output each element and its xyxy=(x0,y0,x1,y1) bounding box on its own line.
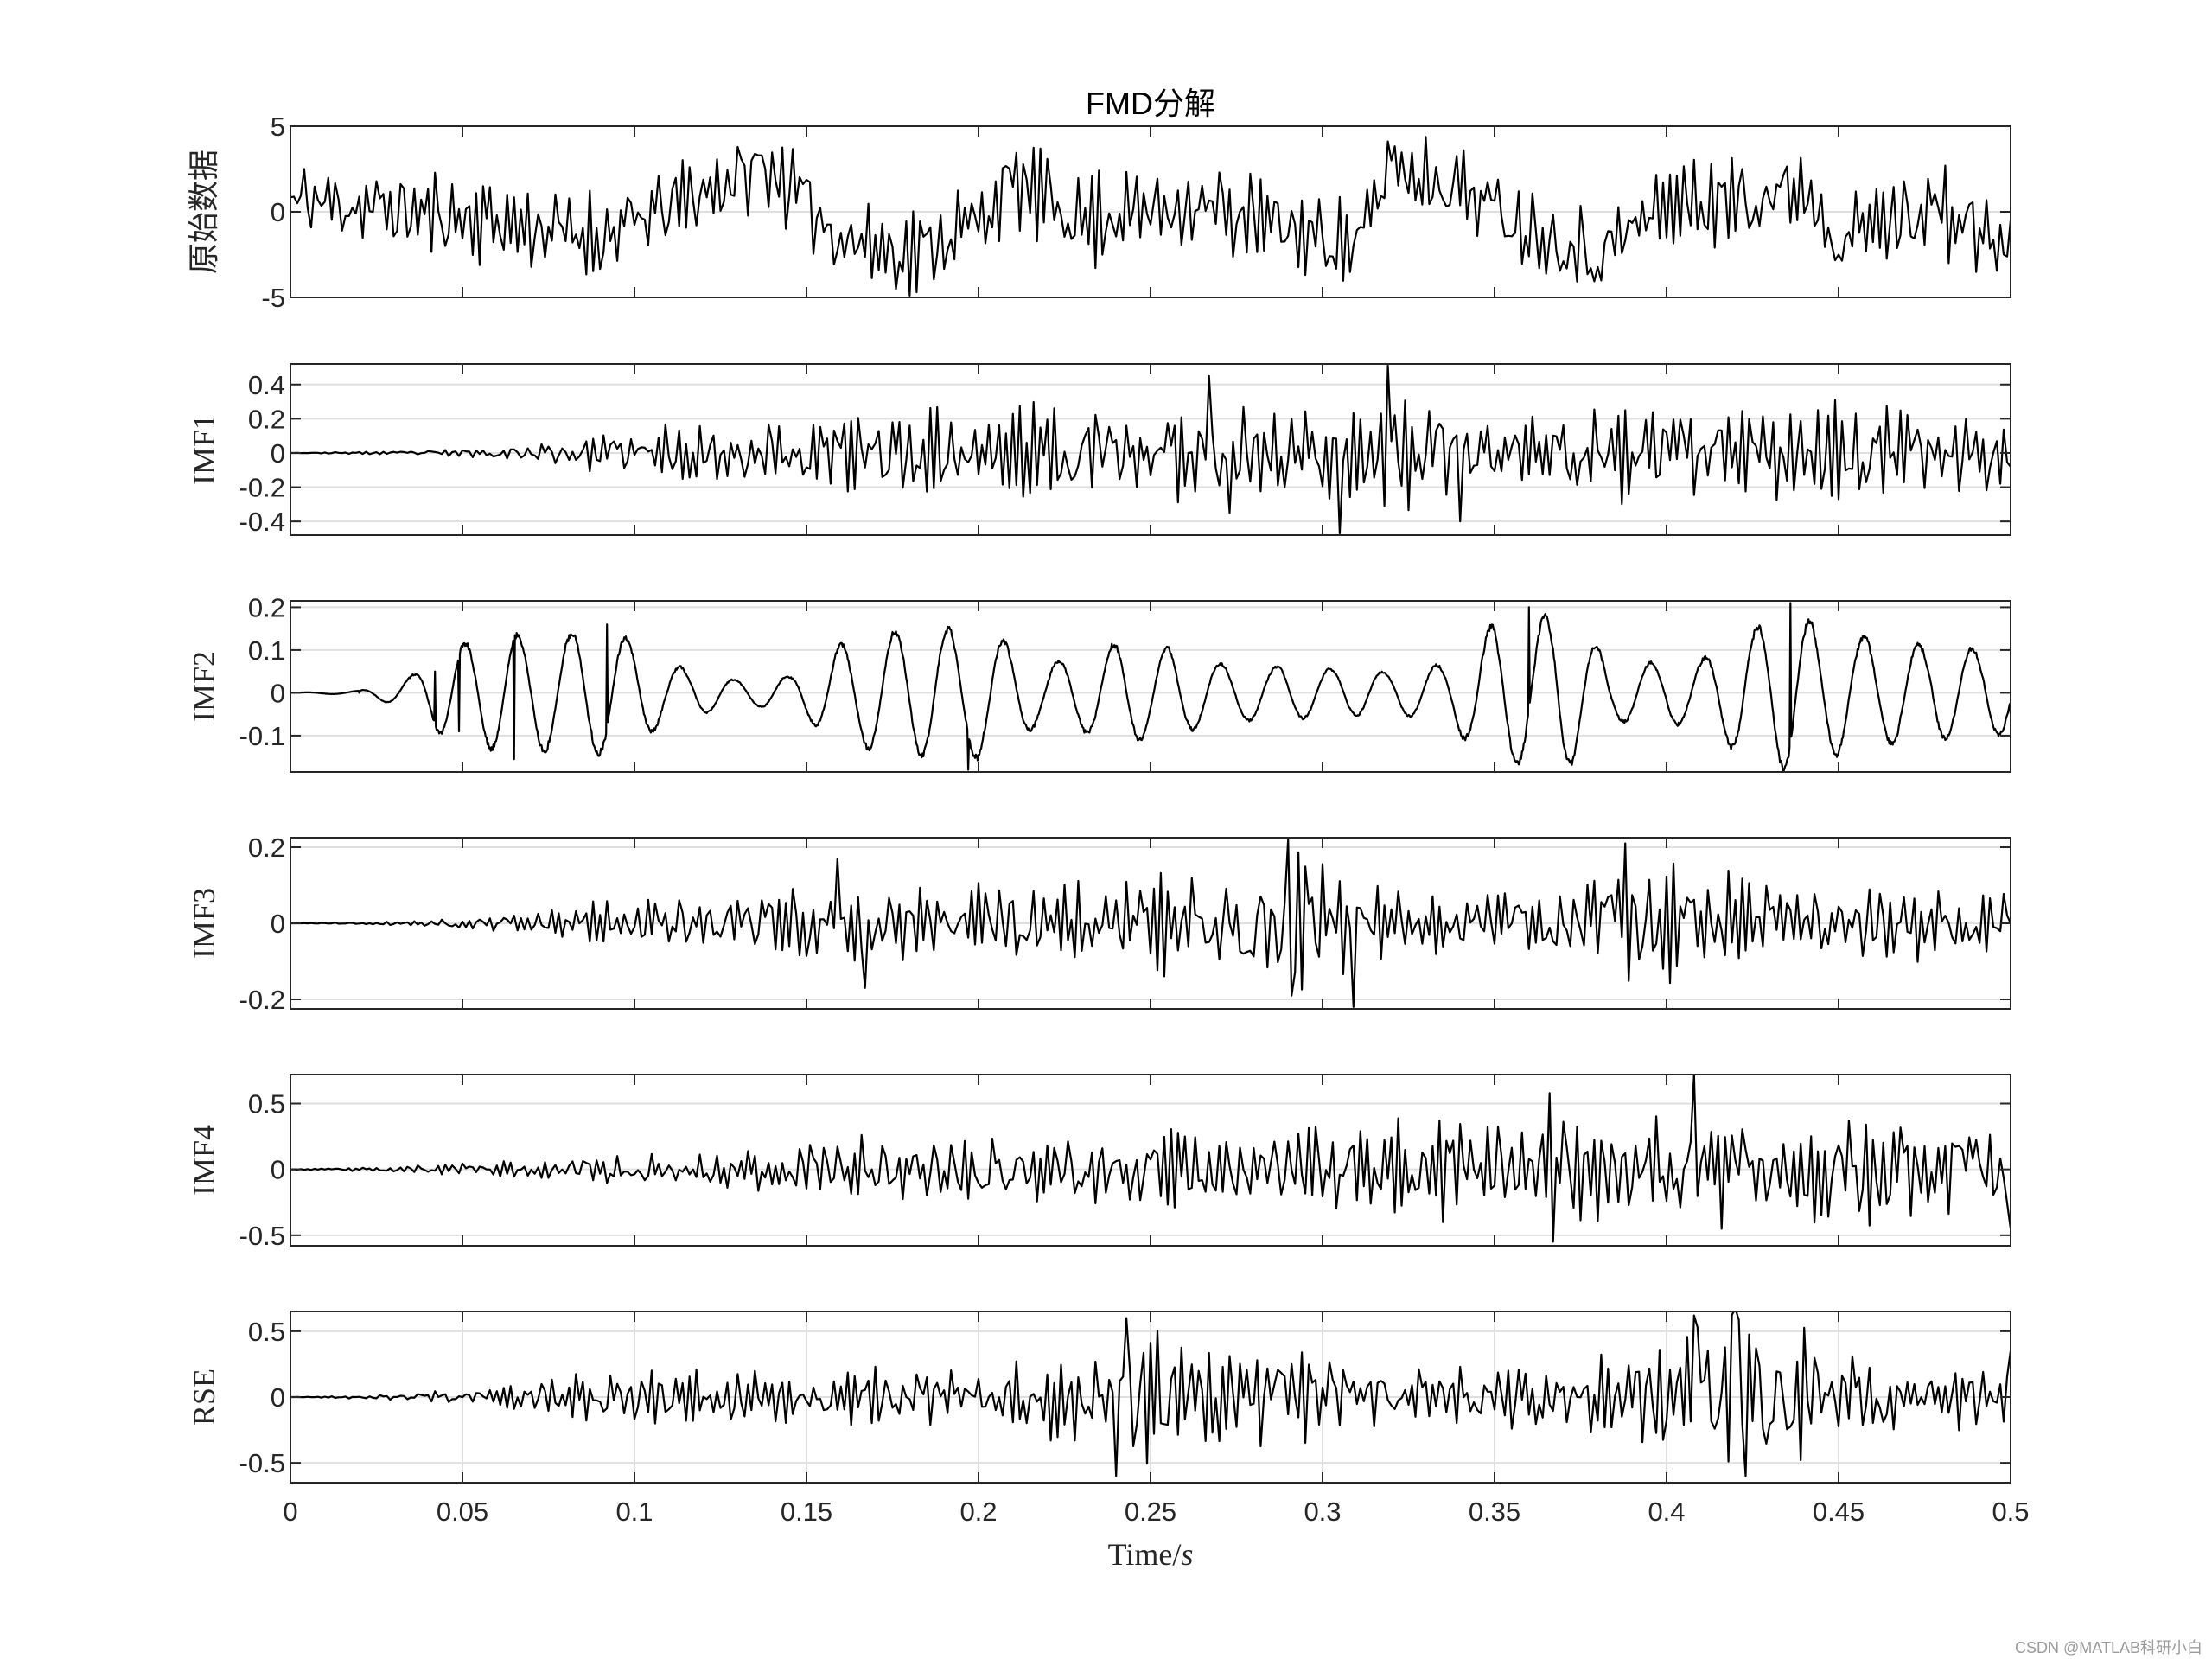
x-axis-label-text: Time/ xyxy=(1108,1537,1182,1572)
y-tick-label: 0.5 xyxy=(248,1317,285,1347)
y-tick-label: 0 xyxy=(271,678,285,708)
x-axis-label-unit: s xyxy=(1181,1537,1193,1572)
subplot-imf2: 0.2 0.1 0 -0.1 IMF2 xyxy=(187,592,2011,773)
y-axis-label: IMF1 xyxy=(187,414,221,485)
x-tick-label: 0.1 xyxy=(615,1496,653,1527)
subplot-原始数据: 5 0 -5 原始数据 xyxy=(187,112,2011,313)
x-tick-label: 0 xyxy=(283,1496,297,1527)
y-tick-label: 0.2 xyxy=(248,404,285,434)
y-axis-label: IMF3 xyxy=(187,888,221,959)
subplot-rse: 0.5 0 -0.5 0 0.05 0.1 0.15 0.2 0.25 0.3 0.35 0.4 0.4… xyxy=(187,1311,2030,1527)
x-tick-label: 0.15 xyxy=(781,1496,832,1527)
x-tick-label: 0.4 xyxy=(1648,1496,1685,1527)
x-tick-label: 0.3 xyxy=(1304,1496,1341,1527)
series-line-imf3 xyxy=(290,839,2011,1008)
x-tick-label: 0.05 xyxy=(437,1496,488,1527)
x-tick-label: 0.35 xyxy=(1469,1496,1520,1527)
y-axis-label: IMF2 xyxy=(187,651,221,722)
y-tick-label: -0.1 xyxy=(239,721,285,751)
y-tick-label: 0.2 xyxy=(248,833,285,863)
series-line-rse xyxy=(290,1311,2011,1477)
y-tick-label: 5 xyxy=(271,112,285,142)
x-tick-label: 0.45 xyxy=(1813,1496,1865,1527)
y-axis-label: IMF4 xyxy=(187,1125,221,1196)
y-tick-label: -0.5 xyxy=(239,1221,285,1251)
y-axis-label: 原始数据 xyxy=(187,150,221,274)
x-tick-label: 0.25 xyxy=(1125,1496,1176,1527)
y-tick-label: -5 xyxy=(261,283,285,313)
series-line-imf1 xyxy=(290,364,2011,535)
y-tick-label: 0 xyxy=(271,909,285,939)
series-line-imf4 xyxy=(290,1075,2011,1243)
figure-title: FMD分解 xyxy=(1086,86,1215,121)
y-tick-label: 0 xyxy=(271,1155,285,1185)
watermark: CSDN @MATLAB科研小白 xyxy=(2015,1639,2202,1656)
y-tick-label: 0.1 xyxy=(248,635,285,666)
subplot-imf4: 0.5 0 -0.5 IMF4 xyxy=(187,1074,2011,1251)
x-axis-label: Time/s xyxy=(1108,1537,1194,1572)
y-tick-label: 0 xyxy=(271,438,285,469)
y-tick-label: -0.4 xyxy=(239,507,285,537)
subplot-panels: 5 0 -5 原始数据 0.4 0.2 0 -0.2 -0.4 IMF1 0.2 0.1 0 -0.1 IM… xyxy=(187,112,2030,1527)
series-line-原始数据 xyxy=(290,136,2011,297)
subplot-imf1: 0.4 0.2 0 -0.2 -0.4 IMF1 xyxy=(187,363,2011,537)
x-tick-label: 0.2 xyxy=(959,1496,997,1527)
y-tick-label: -0.5 xyxy=(239,1448,285,1478)
y-tick-label: 0.2 xyxy=(248,592,285,622)
y-tick-label: 0 xyxy=(271,197,285,227)
y-tick-label: -0.2 xyxy=(239,985,285,1015)
y-tick-label: 0 xyxy=(271,1382,285,1413)
y-tick-label: 0.5 xyxy=(248,1089,285,1120)
y-axis-label: RSE xyxy=(187,1369,221,1426)
x-tick-label: 0.5 xyxy=(1992,1496,2029,1527)
y-tick-label: -0.2 xyxy=(239,473,285,503)
series-line-imf2 xyxy=(290,602,2011,772)
subplot-imf3: 0.2 0 -0.2 IMF3 xyxy=(187,833,2011,1015)
y-tick-label: 0.4 xyxy=(248,370,285,400)
